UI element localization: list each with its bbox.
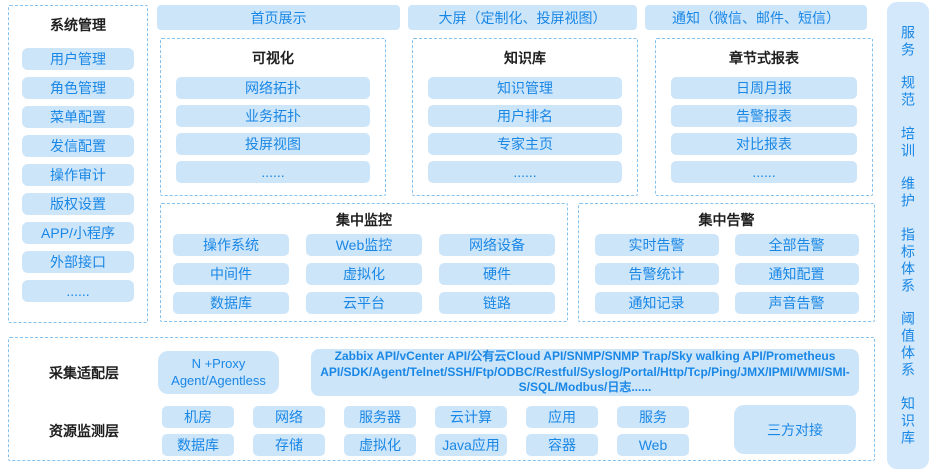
central-alarm-grid: 实时告警 全部告警 告警统计 通知配置 通知记录 声音告警 [579, 234, 874, 314]
module-container[interactable]: 容器 [526, 434, 598, 456]
top-button-notification[interactable]: 通知（微信、邮件、短信） [645, 5, 867, 30]
resource-layer-label: 资源监测层 [49, 423, 119, 439]
central-alarm-title: 集中告警 [698, 212, 755, 228]
proxy-line1: N +Proxy [191, 356, 246, 372]
system-management-title: 系统管理 [50, 17, 106, 33]
right-bar-item-service: 服务 [900, 24, 916, 59]
central-monitoring-grid: 操作系统 Web监控 网络设备 中间件 虚拟化 硬件 数据库 云平台 链路 [161, 234, 567, 314]
sidebar-item-menu-config[interactable]: 菜单配置 [22, 106, 134, 128]
sidebar-item-role-management[interactable]: 角色管理 [22, 77, 134, 99]
collect-layer-label: 采集适配层 [49, 364, 119, 381]
module-expert-homepage[interactable]: 专家主页 [428, 133, 622, 155]
sidebar-item-audit[interactable]: 操作审计 [22, 164, 134, 186]
module-web-monitoring[interactable]: Web监控 [306, 234, 422, 256]
module-service[interactable]: 服务 [617, 406, 689, 428]
right-bar-item-standard: 规范 [900, 75, 916, 109]
module-realtime-alarm[interactable]: 实时告警 [594, 234, 719, 256]
proxy-line2: Agent/Agentless [171, 372, 266, 388]
module-server-room[interactable]: 机房 [162, 406, 234, 428]
module-network[interactable]: 网络 [253, 406, 325, 428]
module-storage[interactable]: 存储 [253, 434, 325, 456]
module-database[interactable]: 数据库 [173, 292, 289, 314]
module-cloud-platform[interactable]: 云平台 [306, 292, 422, 314]
panel-system-management: 系统管理 用户管理 角色管理 菜单配置 发信配置 操作审计 版权设置 APP/小… [8, 5, 148, 323]
right-bar-item-training: 培训 [900, 125, 916, 160]
panel-visualization: 可视化 网络拓扑 业务拓扑 投屏视图 ...... [160, 38, 386, 196]
module-third-party-integration[interactable]: 三方对接 [734, 405, 856, 454]
module-middleware[interactable]: 中间件 [173, 263, 289, 285]
resource-grid: 机房 网络 服务器 云计算 应用 服务 数据库 存储 虚拟化 Java应用 容器… [162, 406, 689, 456]
sidebar-item-mail-config[interactable]: 发信配置 [22, 135, 134, 157]
module-comparison-report[interactable]: 对比报表 [671, 133, 857, 155]
module-notify-record[interactable]: 通知记录 [594, 292, 719, 314]
module-sound-alarm[interactable]: 声音告警 [734, 292, 859, 314]
module-knowledge-more[interactable]: ...... [428, 161, 622, 183]
module-daily-weekly-monthly-report[interactable]: 日周月报 [671, 77, 857, 99]
module-report-more[interactable]: ...... [671, 161, 857, 183]
module-java-application[interactable]: Java应用 [435, 434, 507, 456]
top-button-homepage[interactable]: 首页展示 [157, 5, 400, 30]
panel-knowledge-base: 知识库 知识管理 用户排名 专家主页 ...... [412, 38, 638, 196]
panel-central-alarm: 集中告警 实时告警 全部告警 告警统计 通知配置 通知记录 声音告警 [578, 203, 875, 322]
module-web[interactable]: Web [617, 434, 689, 456]
module-business-topology[interactable]: 业务拓扑 [176, 105, 370, 127]
module-knowledge-management[interactable]: 知识管理 [428, 77, 622, 99]
module-notify-config[interactable]: 通知配置 [734, 263, 859, 285]
module-link[interactable]: 链路 [439, 292, 555, 314]
chapter-report-title: 章节式报表 [729, 50, 799, 66]
top-button-bigscreen[interactable]: 大屏（定制化、投屏视图） [408, 5, 637, 30]
module-alarm-statistics[interactable]: 告警统计 [594, 263, 719, 285]
module-proxy-agent[interactable]: N +Proxy Agent/Agentless [158, 351, 279, 394]
sidebar-item-app-miniprogram[interactable]: APP/小程序 [22, 222, 134, 244]
right-bar-item-metric-system: 指标体系 [900, 226, 916, 295]
module-screen-view[interactable]: 投屏视图 [176, 133, 370, 155]
module-os[interactable]: 操作系统 [173, 234, 289, 256]
module-application[interactable]: 应用 [526, 406, 598, 428]
module-virtualization-resource[interactable]: 虚拟化 [344, 434, 416, 456]
module-virtualization[interactable]: 虚拟化 [306, 263, 422, 285]
visualization-title: 可视化 [252, 50, 294, 66]
module-server[interactable]: 服务器 [344, 406, 416, 428]
central-monitoring-title: 集中监控 [336, 212, 392, 228]
sidebar-item-copyright[interactable]: 版权设置 [22, 193, 134, 215]
panel-chapter-report: 章节式报表 日周月报 告警报表 对比报表 ...... [655, 38, 873, 196]
module-visualization-more[interactable]: ...... [176, 161, 370, 183]
module-hardware[interactable]: 硬件 [439, 263, 555, 285]
module-network-device[interactable]: 网络设备 [439, 234, 555, 256]
sidebar-item-more[interactable]: ...... [22, 280, 134, 302]
module-all-alarm[interactable]: 全部告警 [734, 234, 859, 256]
module-alarm-report[interactable]: 告警报表 [671, 105, 857, 127]
sidebar-item-external-api[interactable]: 外部接口 [22, 251, 134, 273]
module-api-protocols[interactable]: Zabbix API/vCenter API/公有云Cloud API/SNMP… [311, 349, 859, 396]
module-network-topology[interactable]: 网络拓扑 [176, 77, 370, 99]
right-bar-item-knowledge-base: 知识库 [900, 395, 916, 447]
module-database-resource[interactable]: 数据库 [162, 434, 234, 456]
module-cloud-computing[interactable]: 云计算 [435, 406, 507, 428]
right-bar-item-maintenance: 维护 [900, 176, 916, 210]
knowledge-base-title: 知识库 [504, 50, 546, 66]
panel-central-monitoring: 集中监控 操作系统 Web监控 网络设备 中间件 虚拟化 硬件 数据库 云平台 … [160, 203, 568, 322]
panel-bottom-layers: 采集适配层 N +Proxy Agent/Agentless Zabbix AP… [8, 337, 875, 461]
right-service-bar: 服务 规范 培训 维护 指标体系 阈值体系 知识库 [887, 2, 929, 469]
right-bar-item-threshold-system: 阈值体系 [900, 311, 916, 379]
module-user-ranking[interactable]: 用户排名 [428, 105, 622, 127]
sidebar-item-user-management[interactable]: 用户管理 [22, 48, 134, 70]
